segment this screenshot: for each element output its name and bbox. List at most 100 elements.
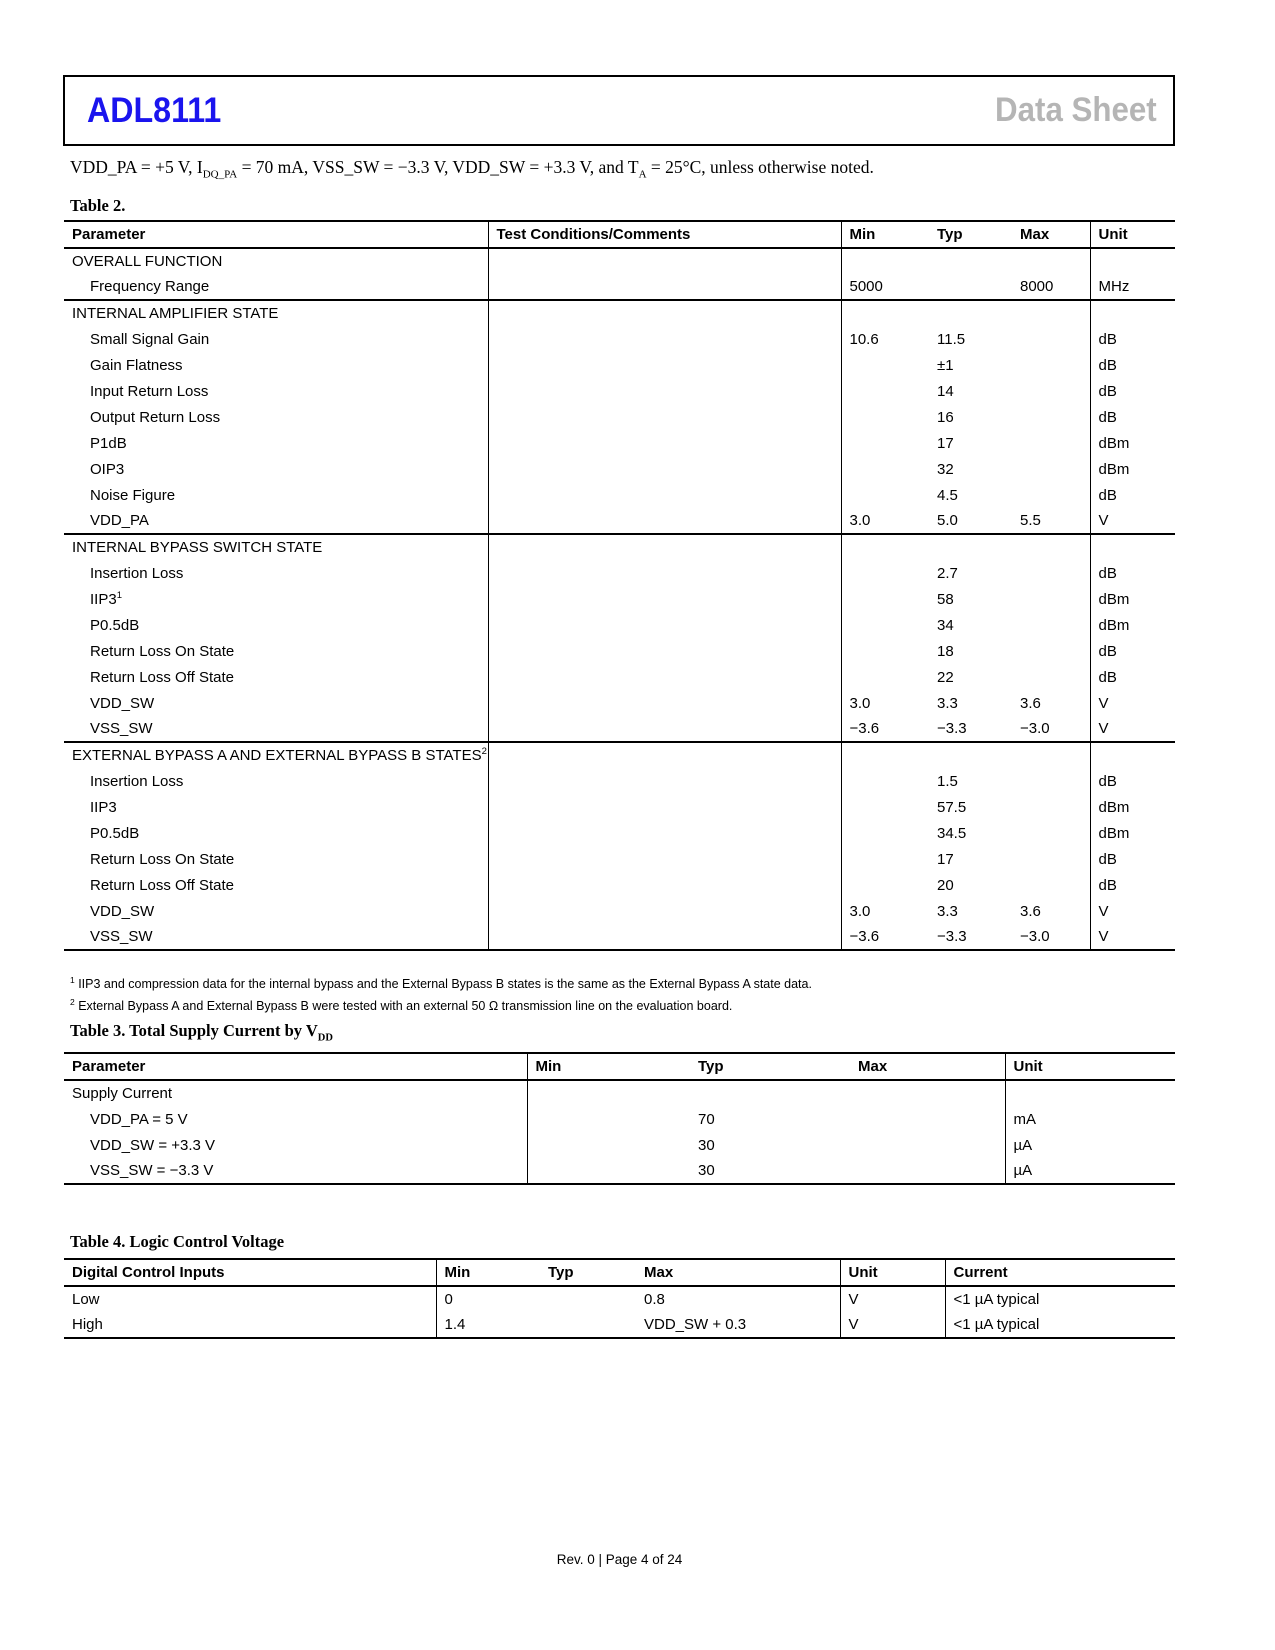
cell-min [527, 1080, 690, 1106]
table-row: VDD_SW 3.0 3.3 3.6 V [64, 898, 1175, 924]
table-row: VDD_PA = 5 V 70 mA [64, 1106, 1175, 1132]
column-header-typ: Typ [929, 221, 1012, 249]
cell-unit: dB [1098, 330, 1117, 348]
cell-typ: 58 [937, 590, 954, 608]
cell-typ: 16 [937, 408, 954, 426]
table3-supply-current: Parameter Min Typ Max Unit Supply Curren… [64, 1052, 1175, 1185]
table-row: VDD_SW 3.0 3.3 3.6 V [64, 690, 1175, 716]
cell-max [1012, 741, 1091, 768]
table-row: Return Loss On State 18 dB [64, 638, 1175, 664]
cell-typ: 11.5 [937, 330, 966, 348]
table-row: VDD_PA 3.0 5.0 5.5 V [64, 508, 1175, 534]
part-number: ADL8111 [87, 90, 222, 130]
table-row: IIP31 58 dBm [64, 586, 1175, 612]
cell-cond [488, 274, 842, 300]
cell-param: VDD_SW [64, 690, 489, 716]
column-header-parameter: Parameter [64, 1053, 528, 1081]
cell-typ: 17 [937, 850, 954, 868]
column-header-unit: Unit [1090, 221, 1175, 249]
cell-cond [488, 898, 842, 924]
cell-min [527, 1158, 690, 1184]
cell-max [1012, 872, 1091, 898]
cell-unit: V [1098, 694, 1109, 712]
cell-param: IIP31 [64, 586, 489, 612]
cell-max: −3.0 [1012, 924, 1091, 950]
cell-typ: 57.5 [937, 798, 967, 816]
table-row: OIP3 32 dBm [64, 456, 1175, 482]
cell-max [1012, 664, 1091, 690]
cell-min: 3.0 [849, 694, 871, 712]
operating-conditions-note: VDD_PA = +5 V, IDQ_PA = 70 mA, VSS_SW = … [70, 157, 874, 181]
table2-header-row: Parameter Test Conditions/Comments Min T… [64, 221, 1175, 249]
cell-param: VDD_PA [64, 508, 489, 534]
cell-max [850, 1132, 1006, 1158]
cell-max [850, 1158, 1006, 1184]
cell-max [1012, 612, 1091, 638]
cell-max [1012, 326, 1091, 352]
column-header-min: Min [527, 1053, 690, 1081]
cell-max [1012, 820, 1091, 846]
cell-cond [488, 352, 842, 378]
cell-current: <1 µA typical [953, 1316, 1040, 1333]
cell-max: VDD_SW + 0.3 [636, 1312, 841, 1338]
column-header-min: Min [436, 1259, 540, 1287]
cell-input: Low [64, 1286, 437, 1312]
cell-min [841, 533, 929, 560]
cell-cond [488, 326, 842, 352]
cell-cond [488, 248, 842, 274]
table-row: Return Loss Off State 20 dB [64, 872, 1175, 898]
column-header-max: Max [850, 1053, 1006, 1081]
cell-param: OIP3 [64, 456, 489, 482]
cell-unit: dBm [1098, 590, 1130, 608]
cell-max [1012, 299, 1091, 326]
cell-min [841, 820, 929, 846]
cell-unit: dB [1098, 486, 1117, 504]
cell-min [841, 248, 929, 274]
cell-unit [1090, 741, 1175, 768]
cell-input: High [64, 1312, 437, 1338]
table-row: P0.5dB 34.5 dBm [64, 820, 1175, 846]
table-row: Small Signal Gain 10.6 11.5 dB [64, 326, 1175, 352]
cell-max: 3.6 [1012, 690, 1091, 716]
cell-unit: V [840, 1286, 946, 1312]
cell-cond [488, 430, 842, 456]
cell-min [841, 456, 929, 482]
table-row: P1dB 17 dBm [64, 430, 1175, 456]
cell-cond [488, 482, 842, 508]
cell-unit: V [1098, 512, 1109, 529]
section-name: INTERNAL BYPASS SWITCH STATE [64, 533, 489, 560]
cell-unit: dBm [1098, 434, 1130, 452]
cell-min: 3.0 [849, 902, 871, 920]
cell-cond [488, 404, 842, 430]
cell-cond [488, 820, 842, 846]
cell-cond [488, 846, 842, 872]
cell-cond [488, 924, 842, 950]
table-row: IIP3 57.5 dBm [64, 794, 1175, 820]
cell-typ: 5.0 [937, 512, 958, 529]
cell-cond [488, 299, 842, 326]
table4-logic-control: Digital Control Inputs Min Typ Max Unit … [64, 1258, 1175, 1339]
section-row: INTERNAL AMPLIFIER STATE [64, 299, 1175, 326]
section-row: Supply Current [64, 1080, 1175, 1106]
cell-typ: 18 [937, 642, 954, 660]
cell-max [1012, 248, 1091, 274]
cell-unit: dB [1098, 772, 1117, 790]
cell-typ [929, 274, 1012, 300]
cell-max [1012, 586, 1091, 612]
cell-cond [488, 560, 842, 586]
table-row: VSS_SW −3.6 −3.3 −3.0 V [64, 924, 1175, 950]
table-row: Insertion Loss 1.5 dB [64, 768, 1175, 794]
cell-max [1012, 482, 1091, 508]
cell-min: −3.6 [849, 928, 880, 945]
table3-header-row: Parameter Min Typ Max Unit [64, 1053, 1175, 1081]
cell-min [841, 352, 929, 378]
cell-unit: dB [1098, 408, 1117, 426]
column-header-parameter: Parameter [64, 221, 489, 249]
cell-unit: dB [1098, 382, 1117, 400]
cell-unit: dBm [1098, 616, 1130, 634]
cell-typ [929, 533, 1012, 560]
cell-min [527, 1106, 690, 1132]
cell-unit: V [1098, 928, 1109, 945]
section-name: EXTERNAL BYPASS A AND EXTERNAL BYPASS B … [64, 741, 489, 768]
cell-param: Return Loss On State [64, 846, 489, 872]
